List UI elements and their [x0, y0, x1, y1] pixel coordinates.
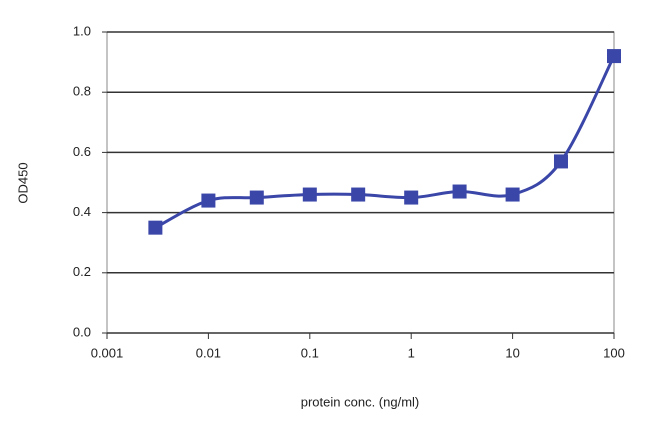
y-tick-label: 0.0: [73, 324, 91, 339]
x-tick-label: 1: [408, 345, 415, 360]
marker: [505, 187, 520, 202]
marker: [607, 49, 621, 64]
marker: [302, 187, 317, 202]
x-tick-label: 0.01: [196, 345, 221, 360]
marker: [148, 220, 163, 235]
marker: [249, 190, 264, 205]
x-tick-label: 0.1: [301, 345, 319, 360]
y-tick-label: 0.2: [73, 264, 91, 279]
y-tick-label: 0.6: [73, 144, 91, 159]
y-tick-label: 0.4: [73, 204, 91, 219]
x-axis-label: protein conc. (ng/ml): [301, 394, 420, 409]
x-tick-label: 100: [603, 345, 625, 360]
y-axis-label: OD450: [15, 162, 30, 203]
data-line: [154, 55, 616, 229]
marker: [452, 184, 467, 199]
marker: [351, 187, 366, 202]
marker: [553, 154, 568, 169]
y-tick-label: 0.8: [73, 84, 91, 99]
x-tick-label: 0.001: [91, 345, 124, 360]
marker: [201, 193, 216, 208]
x-tick-label: 10: [505, 345, 519, 360]
y-tick-label: 1.0: [73, 23, 91, 38]
marker: [404, 190, 419, 205]
plot-area: [106, 31, 615, 334]
